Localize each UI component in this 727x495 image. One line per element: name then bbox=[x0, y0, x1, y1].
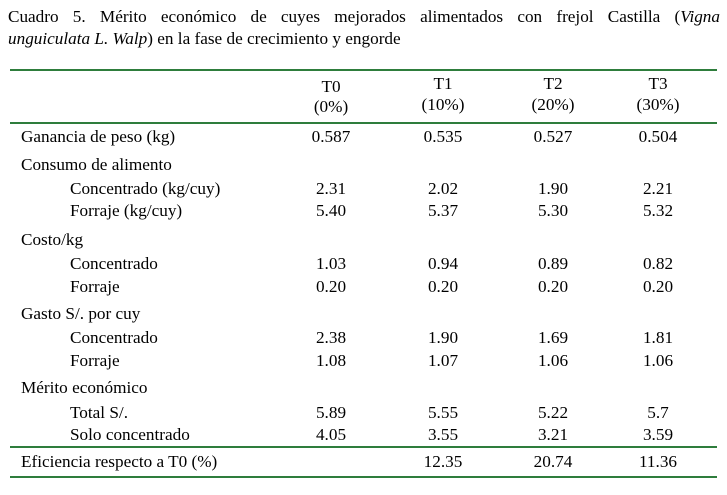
row-label-merito-solo: Solo concentrado bbox=[70, 425, 190, 444]
cell-gasto-forr-t2: 1.06 bbox=[537, 351, 569, 370]
row-label-merito-total: Total S/. bbox=[70, 403, 128, 422]
caption-text-1: Mérito económico de cuyes mejorados alim… bbox=[85, 7, 681, 26]
cell-ganancia-t1: 0.535 bbox=[423, 127, 463, 146]
cell-costo-conc-t1: 0.94 bbox=[427, 254, 459, 273]
cell-consumo-forr-t3: 5.32 bbox=[642, 201, 674, 220]
col-header-t0: T0 bbox=[321, 77, 341, 96]
cell-gasto-forr-t0: 1.08 bbox=[315, 351, 347, 370]
row-label-costo: Costo/kg bbox=[21, 230, 84, 249]
row-label-consumo-forraje: Forraje (kg/cuy) bbox=[70, 201, 183, 220]
summary-top-rule bbox=[10, 446, 717, 448]
cell-costo-forr-t2: 0.20 bbox=[537, 277, 569, 296]
cell-merito-solo-t3: 3.59 bbox=[642, 425, 674, 444]
row-label-costo-concentrado: Concentrado bbox=[70, 254, 158, 273]
col-header-t3: T3 bbox=[648, 74, 668, 93]
cell-merito-solo-t0: 4.05 bbox=[315, 425, 347, 444]
col-header-t1: T1 bbox=[433, 74, 453, 93]
cell-costo-forr-t0: 0.20 bbox=[315, 277, 347, 296]
cell-consumo-conc-t0: 2.31 bbox=[315, 179, 347, 198]
cell-eficiencia-t1: 12.35 bbox=[423, 452, 463, 471]
cell-gasto-conc-t0: 2.38 bbox=[315, 328, 347, 347]
cell-consumo-forr-t1: 5.37 bbox=[427, 201, 459, 220]
table-bottom-rule bbox=[10, 476, 717, 478]
table-top-rule bbox=[10, 69, 717, 71]
caption-text-2: ) en la fase de crecimiento y engorde bbox=[147, 29, 401, 48]
cell-consumo-conc-t1: 2.02 bbox=[427, 179, 459, 198]
cell-consumo-conc-t2: 1.90 bbox=[537, 179, 569, 198]
col-header-t3-pct: (30%) bbox=[636, 95, 680, 114]
header-bottom-rule bbox=[10, 122, 717, 124]
cell-merito-total-t1: 5.55 bbox=[427, 403, 459, 422]
cell-ganancia-t3: 0.504 bbox=[638, 127, 678, 146]
cell-gasto-conc-t2: 1.69 bbox=[537, 328, 569, 347]
cell-costo-conc-t3: 0.82 bbox=[642, 254, 674, 273]
caption-species-b: unguiculata L. Walp bbox=[8, 29, 148, 48]
cell-consumo-forr-t0: 5.40 bbox=[315, 201, 347, 220]
cell-consumo-conc-t3: 2.21 bbox=[642, 179, 674, 198]
cell-merito-total-t2: 5.22 bbox=[537, 403, 569, 422]
row-label-gasto-forraje: Forraje bbox=[70, 351, 120, 370]
col-header-t1-pct: (10%) bbox=[421, 95, 465, 114]
cell-consumo-forr-t2: 5.30 bbox=[537, 201, 569, 220]
caption-line-1: Cuadro 5. Mérito económico de cuyes mejo… bbox=[8, 6, 720, 28]
col-header-t0-pct: (0%) bbox=[313, 97, 349, 116]
caption-species-a: Vigna bbox=[680, 7, 720, 26]
cell-eficiencia-t3: 11.36 bbox=[638, 452, 678, 471]
caption-line-2: unguiculata L. Walp) en la fase de creci… bbox=[8, 28, 720, 50]
cell-gasto-forr-t3: 1.06 bbox=[642, 351, 674, 370]
col-header-t2-pct: (20%) bbox=[531, 95, 575, 114]
cell-costo-conc-t0: 1.03 bbox=[315, 254, 347, 273]
cell-eficiencia-t2: 20.74 bbox=[533, 452, 573, 471]
cell-merito-solo-t1: 3.55 bbox=[427, 425, 459, 444]
cell-costo-forr-t3: 0.20 bbox=[642, 277, 674, 296]
row-label-costo-forraje: Forraje bbox=[70, 277, 120, 296]
row-label-ganancia: Ganancia de peso (kg) bbox=[21, 127, 176, 146]
cell-ganancia-t0: 0.587 bbox=[311, 127, 351, 146]
table-caption: Cuadro 5. Mérito económico de cuyes mejo… bbox=[8, 6, 720, 50]
col-header-t2: T2 bbox=[543, 74, 563, 93]
cell-merito-total-t3: 5.7 bbox=[647, 403, 669, 422]
row-label-consumo: Consumo de alimento bbox=[21, 155, 172, 174]
row-label-consumo-concentrado: Concentrado (kg/cuy) bbox=[70, 179, 221, 198]
cell-costo-forr-t1: 0.20 bbox=[427, 277, 459, 296]
cell-ganancia-t2: 0.527 bbox=[533, 127, 573, 146]
cell-gasto-conc-t1: 1.90 bbox=[427, 328, 459, 347]
caption-prefix: Cuadro 5. bbox=[8, 7, 86, 26]
row-label-eficiencia: Eficiencia respecto a T0 (%) bbox=[21, 452, 218, 471]
cell-merito-solo-t2: 3.21 bbox=[537, 425, 569, 444]
row-label-merito: Mérito económico bbox=[21, 378, 148, 397]
cell-merito-total-t0: 5.89 bbox=[315, 403, 347, 422]
row-label-gasto-concentrado: Concentrado bbox=[70, 328, 158, 347]
cell-gasto-conc-t3: 1.81 bbox=[642, 328, 674, 347]
row-label-gasto: Gasto S/. por cuy bbox=[21, 304, 141, 323]
cell-gasto-forr-t1: 1.07 bbox=[427, 351, 459, 370]
cell-costo-conc-t2: 0.89 bbox=[537, 254, 569, 273]
